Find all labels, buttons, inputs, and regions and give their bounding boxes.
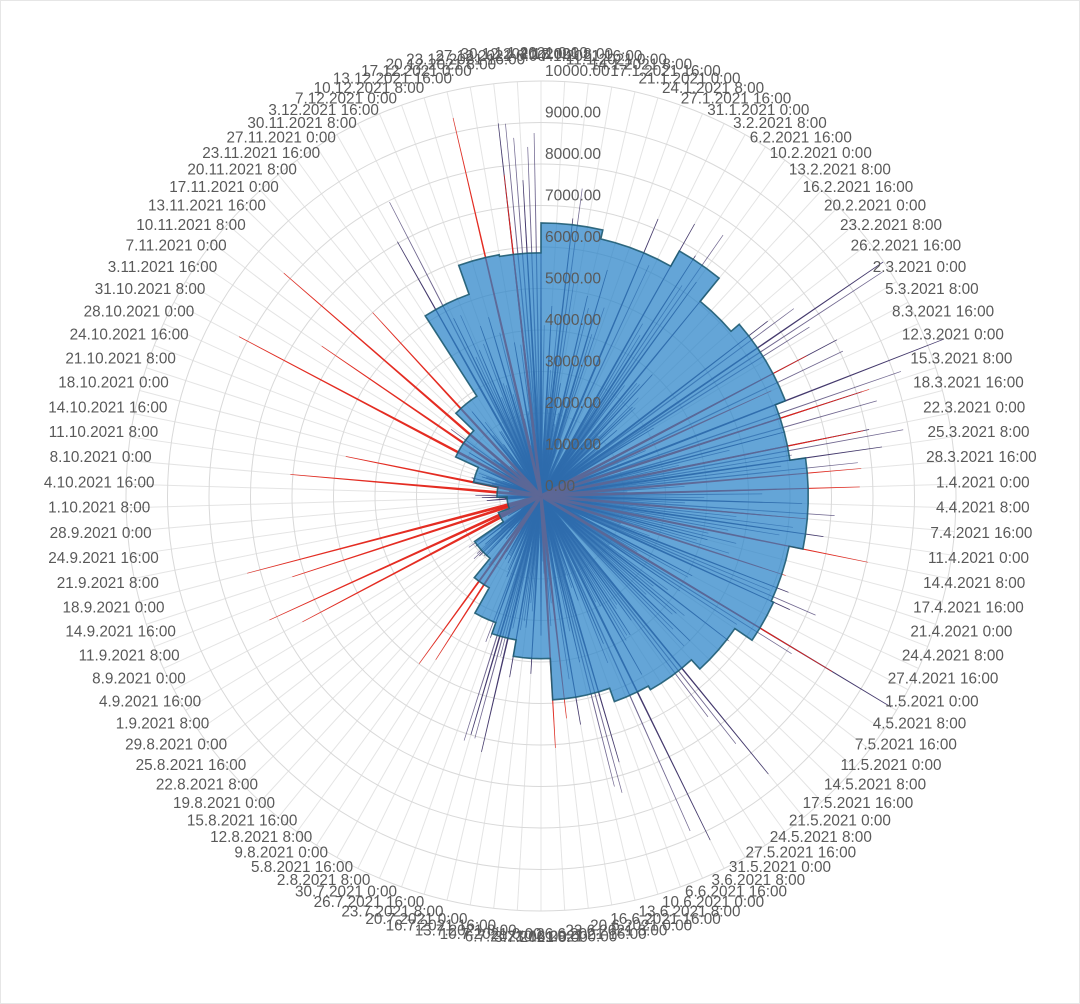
svg-text:5000.00: 5000.00 — [545, 271, 601, 288]
svg-text:13.2.2021 8:00: 13.2.2021 8:00 — [789, 161, 891, 178]
svg-text:0.00: 0.00 — [545, 478, 576, 495]
svg-text:23.2.2021 8:00: 23.2.2021 8:00 — [840, 217, 942, 234]
svg-text:25.8.2021 16:00: 25.8.2021 16:00 — [136, 757, 247, 774]
svg-text:21.9.2021 8:00: 21.9.2021 8:00 — [57, 575, 159, 592]
svg-text:4.9.2021 16:00: 4.9.2021 16:00 — [99, 693, 201, 710]
svg-text:20.11.2021 8:00: 20.11.2021 8:00 — [187, 161, 296, 178]
svg-text:11.9.2021 8:00: 11.9.2021 8:00 — [79, 647, 180, 664]
svg-text:25.3.2021 8:00: 25.3.2021 8:00 — [927, 424, 1029, 441]
svg-text:1000.00: 1000.00 — [545, 437, 601, 454]
svg-text:10.11.2021 8:00: 10.11.2021 8:00 — [136, 217, 245, 234]
svg-text:9.8.2021 0:00: 9.8.2021 0:00 — [234, 845, 328, 862]
svg-text:16.2.2021 16:00: 16.2.2021 16:00 — [803, 179, 914, 196]
svg-text:3000.00: 3000.00 — [545, 354, 601, 371]
svg-text:18.3.2021 16:00: 18.3.2021 16:00 — [913, 375, 1024, 392]
svg-text:24.9.2021 16:00: 24.9.2021 16:00 — [48, 550, 159, 567]
svg-text:2.3.2021 0:00: 2.3.2021 0:00 — [873, 259, 967, 276]
svg-text:28.10.2021 0:00: 28.10.2021 0:00 — [84, 303, 195, 320]
svg-text:7.4.2021 16:00: 7.4.2021 16:00 — [930, 525, 1032, 542]
svg-text:24.10.2021 16:00: 24.10.2021 16:00 — [70, 327, 189, 344]
svg-text:12.8.2021 8:00: 12.8.2021 8:00 — [210, 829, 312, 846]
svg-text:4.5.2021 8:00: 4.5.2021 8:00 — [873, 715, 967, 732]
svg-text:8.3.2021 16:00: 8.3.2021 16:00 — [892, 303, 994, 320]
svg-text:4.10.2021 16:00: 4.10.2021 16:00 — [44, 474, 155, 491]
svg-text:21.4.2021 0:00: 21.4.2021 0:00 — [910, 624, 1012, 641]
svg-text:8.10.2021 0:00: 8.10.2021 0:00 — [50, 449, 152, 466]
svg-text:18.9.2021 0:00: 18.9.2021 0:00 — [62, 599, 164, 616]
svg-text:30.12.2021 8:00: 30.12.2021 8:00 — [460, 46, 571, 63]
svg-text:23.11.2021 16:00: 23.11.2021 16:00 — [202, 145, 320, 162]
svg-text:28.3.2021 16:00: 28.3.2021 16:00 — [926, 449, 1037, 466]
svg-text:1.9.2021 8:00: 1.9.2021 8:00 — [116, 715, 210, 732]
svg-text:21.5.2021 0:00: 21.5.2021 0:00 — [789, 813, 891, 830]
svg-text:1.10.2021 8:00: 1.10.2021 8:00 — [48, 500, 150, 517]
svg-text:17.11.2021 0:00: 17.11.2021 0:00 — [169, 179, 278, 196]
svg-text:26.2.2021 16:00: 26.2.2021 16:00 — [851, 238, 962, 255]
svg-text:19.8.2021 0:00: 19.8.2021 0:00 — [173, 795, 275, 812]
svg-text:21.10.2021 8:00: 21.10.2021 8:00 — [65, 350, 176, 367]
svg-text:3.11.2021 16:00: 3.11.2021 16:00 — [108, 259, 217, 276]
svg-text:14.5.2021 8:00: 14.5.2021 8:00 — [824, 776, 926, 793]
svg-text:8000.00: 8000.00 — [545, 146, 601, 163]
svg-text:17.4.2021 16:00: 17.4.2021 16:00 — [913, 599, 1024, 616]
svg-text:28.9.2021 0:00: 28.9.2021 0:00 — [50, 525, 152, 542]
svg-text:15.8.2021 16:00: 15.8.2021 16:00 — [187, 813, 298, 830]
svg-text:18.10.2021 0:00: 18.10.2021 0:00 — [58, 375, 169, 392]
svg-text:9000.00: 9000.00 — [545, 105, 601, 122]
svg-text:2000.00: 2000.00 — [545, 395, 601, 412]
svg-text:22.8.2021 8:00: 22.8.2021 8:00 — [156, 776, 258, 793]
svg-text:1.4.2021 0:00: 1.4.2021 0:00 — [936, 474, 1030, 491]
svg-text:7.5.2021 16:00: 7.5.2021 16:00 — [855, 737, 957, 754]
svg-text:29.8.2021 0:00: 29.8.2021 0:00 — [125, 737, 227, 754]
svg-text:7.11.2021 0:00: 7.11.2021 0:00 — [126, 238, 227, 255]
svg-text:8.9.2021 0:00: 8.9.2021 0:00 — [92, 671, 186, 688]
svg-text:24.4.2021 8:00: 24.4.2021 8:00 — [902, 647, 1004, 664]
svg-text:13.11.2021 16:00: 13.11.2021 16:00 — [148, 198, 266, 215]
svg-text:11.10.2021 8:00: 11.10.2021 8:00 — [49, 424, 158, 441]
svg-text:31.10.2021 8:00: 31.10.2021 8:00 — [95, 281, 206, 298]
svg-text:7000.00: 7000.00 — [545, 188, 601, 205]
svg-text:22.3.2021 0:00: 22.3.2021 0:00 — [923, 399, 1025, 416]
svg-text:17.5.2021 16:00: 17.5.2021 16:00 — [803, 795, 914, 812]
svg-text:5.3.2021 8:00: 5.3.2021 8:00 — [885, 281, 979, 298]
svg-text:15.3.2021 8:00: 15.3.2021 8:00 — [910, 350, 1012, 367]
svg-text:14.9.2021 16:00: 14.9.2021 16:00 — [65, 624, 176, 641]
svg-text:4000.00: 4000.00 — [545, 312, 601, 329]
svg-text:10.2.2021 0:00: 10.2.2021 0:00 — [770, 145, 872, 162]
svg-text:6000.00: 6000.00 — [545, 229, 601, 246]
svg-text:27.4.2021 16:00: 27.4.2021 16:00 — [888, 671, 999, 688]
svg-text:20.2.2021 0:00: 20.2.2021 0:00 — [824, 198, 926, 215]
svg-text:14.4.2021 8:00: 14.4.2021 8:00 — [923, 575, 1025, 592]
svg-text:1.5.2021 0:00: 1.5.2021 0:00 — [885, 693, 979, 710]
svg-text:4.4.2021 8:00: 4.4.2021 8:00 — [936, 500, 1030, 517]
svg-text:12.3.2021 0:00: 12.3.2021 0:00 — [902, 327, 1004, 344]
svg-text:11.5.2021 0:00: 11.5.2021 0:00 — [841, 757, 942, 774]
svg-text:14.10.2021 16:00: 14.10.2021 16:00 — [48, 399, 167, 416]
svg-text:11.4.2021 0:00: 11.4.2021 0:00 — [928, 550, 1029, 567]
